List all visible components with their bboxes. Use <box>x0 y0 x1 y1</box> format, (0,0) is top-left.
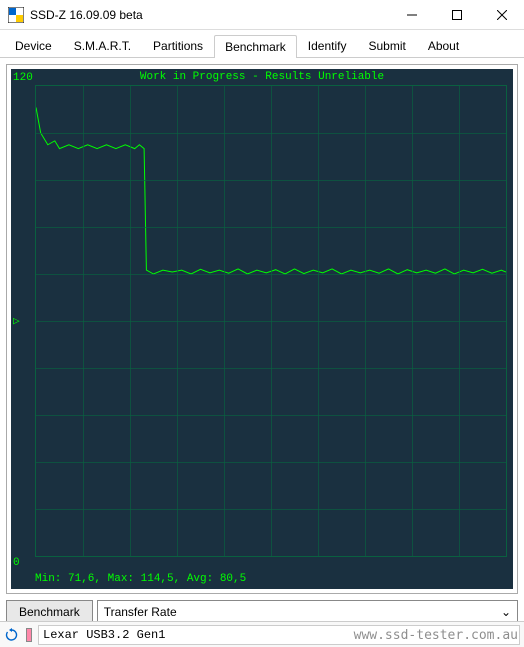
app-icon <box>8 7 24 23</box>
y-axis-max: 120 <box>13 72 33 84</box>
refresh-icon[interactable] <box>4 627 20 643</box>
tab-smart[interactable]: S.M.A.R.T. <box>63 34 142 57</box>
tab-device[interactable]: Device <box>4 34 63 57</box>
y-axis-min: 0 <box>13 557 20 569</box>
close-button[interactable] <box>479 0 524 29</box>
maximize-button[interactable] <box>434 0 479 29</box>
tab-partitions[interactable]: Partitions <box>142 34 214 57</box>
tab-benchmark[interactable]: Benchmark <box>214 35 297 58</box>
minimize-button[interactable] <box>389 0 434 29</box>
watermark-text: www.ssd-tester.com.au <box>354 628 518 643</box>
chart-title: Work in Progress - Results Unreliable <box>11 71 513 83</box>
main-panel: Work in Progress - Results Unreliable 12… <box>0 58 524 630</box>
status-color-indicator <box>26 628 32 642</box>
plot-area <box>35 85 507 557</box>
chevron-down-icon: ⌄ <box>501 605 511 619</box>
tab-bar: DeviceS.M.A.R.T.PartitionsBenchmarkIdent… <box>0 30 524 58</box>
dropdown-value: Transfer Rate <box>104 605 177 619</box>
window-controls <box>389 0 524 29</box>
y-axis-marker: ▷ <box>13 314 20 328</box>
title-bar: SSD-Z 16.09.09 beta <box>0 0 524 30</box>
benchmark-chart: Work in Progress - Results Unreliable 12… <box>11 69 513 589</box>
tab-identify[interactable]: Identify <box>297 34 358 57</box>
tab-submit[interactable]: Submit <box>357 34 416 57</box>
window-title: SSD-Z 16.09.09 beta <box>30 8 389 22</box>
chart-frame: Work in Progress - Results Unreliable 12… <box>6 64 518 594</box>
tab-about[interactable]: About <box>417 34 470 57</box>
chart-stats: Min: 71,6, Max: 114,5, Avg: 80,5 <box>35 573 246 585</box>
